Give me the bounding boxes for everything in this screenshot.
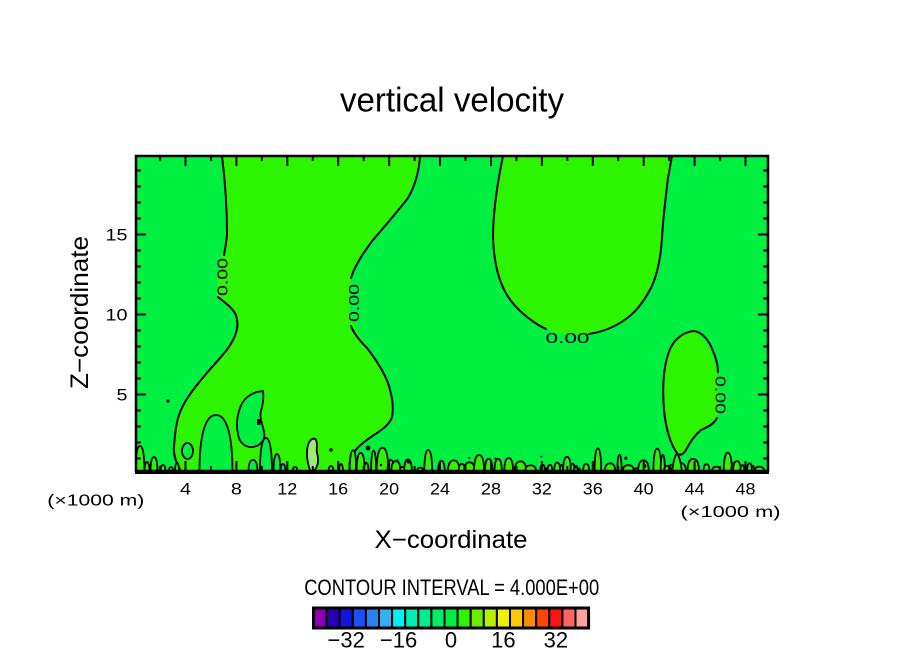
svg-text:12: 12: [277, 480, 297, 499]
svg-text:CONTOUR INTERVAL = 4.000E+00: CONTOUR INTERVAL = 4.000E+00: [304, 575, 599, 600]
svg-text:(×1000 m): (×1000 m): [47, 493, 144, 510]
svg-text:16: 16: [328, 480, 348, 499]
svg-text:X−coordinate: X−coordinate: [375, 526, 528, 554]
svg-text:−32: −32: [328, 627, 365, 652]
svg-text:32: 32: [544, 627, 568, 652]
svg-text:−16: −16: [380, 627, 417, 652]
svg-text:20: 20: [379, 480, 399, 499]
svg-text:Z−coordinate: Z−coordinate: [66, 236, 94, 389]
svg-text:28: 28: [481, 480, 501, 499]
svg-text:5: 5: [117, 385, 128, 404]
svg-text:0.00: 0.00: [346, 284, 363, 322]
svg-text:15: 15: [106, 225, 128, 244]
svg-text:0.00: 0.00: [546, 330, 590, 347]
svg-text:36: 36: [583, 480, 603, 499]
svg-text:0: 0: [445, 627, 457, 652]
svg-text:0.00: 0.00: [712, 376, 729, 414]
svg-text:vertical velocity: vertical velocity: [340, 82, 564, 120]
svg-text:44: 44: [685, 480, 705, 499]
svg-text:24: 24: [430, 480, 450, 499]
svg-text:(×1000 m): (×1000 m): [681, 504, 781, 521]
svg-text:48: 48: [736, 480, 756, 499]
svg-text:8: 8: [231, 480, 242, 499]
svg-text:10: 10: [106, 305, 128, 324]
svg-text:0.00: 0.00: [215, 258, 232, 296]
svg-text:4: 4: [180, 480, 191, 499]
svg-text:16: 16: [491, 627, 515, 652]
svg-text:40: 40: [634, 480, 654, 499]
svg-text:32: 32: [532, 480, 552, 499]
